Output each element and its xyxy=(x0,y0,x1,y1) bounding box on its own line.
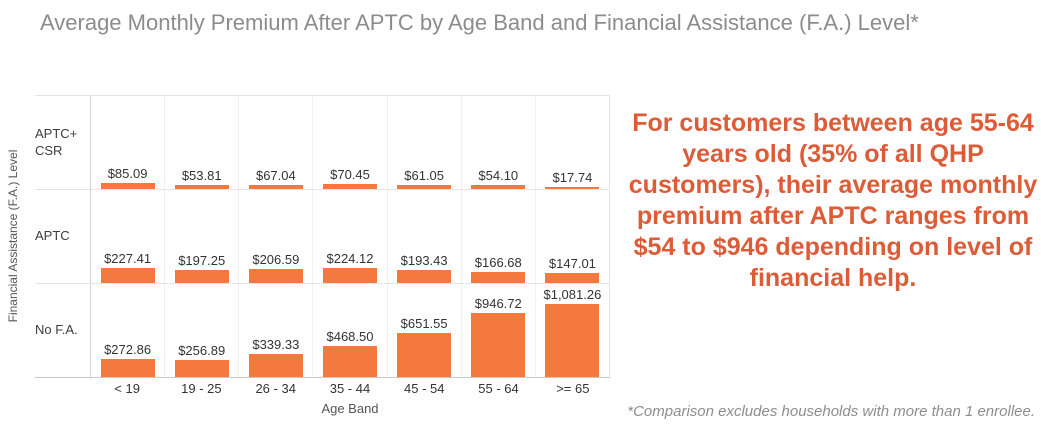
bar xyxy=(174,359,229,377)
bar xyxy=(174,269,229,283)
bar xyxy=(100,267,155,283)
bar-cell: $53.81 xyxy=(164,96,238,189)
x-tick-label: 26 - 34 xyxy=(255,381,296,396)
row-label: APTC xyxy=(35,228,70,244)
bar xyxy=(545,187,600,189)
bar-value-label: $946.72 xyxy=(474,296,522,312)
bar xyxy=(545,273,600,283)
x-tick-label: < 19 xyxy=(114,381,140,396)
bar-value-label: $54.10 xyxy=(478,168,519,184)
x-tick-label: 55 - 64 xyxy=(478,381,519,396)
bar-cell: $651.55 xyxy=(386,284,461,377)
row-plot: $85.09 $53.81 $67.04 $70.45 $61.05 $54.10 $17.… xyxy=(90,96,610,189)
y-axis-label: Financial Assistance (F.A.) Level xyxy=(6,149,20,323)
row-plot: $227.41 $197.25 $206.59 $224.12 $193.43 $166.… xyxy=(90,190,610,283)
x-tick-label: 19 - 25 xyxy=(181,381,222,396)
x-tick-label: >= 65 xyxy=(556,381,590,396)
bar-value-label: $651.55 xyxy=(400,316,448,332)
bar xyxy=(248,184,303,189)
bar xyxy=(397,270,452,283)
bar xyxy=(545,304,600,377)
bar-value-label: $61.05 xyxy=(404,167,445,183)
x-tick-label: 45 - 54 xyxy=(404,381,445,396)
bar xyxy=(397,184,452,189)
row-label: APTC+ CSR xyxy=(35,126,78,158)
row-plot: $272.86 $256.89 $339.33 $468.50 $651.55 $946.… xyxy=(90,284,610,377)
bar-cell: $946.72 xyxy=(460,284,535,377)
bar-value-label: $272.86 xyxy=(104,341,152,357)
bar-cell: $206.59 xyxy=(238,190,312,283)
facet-row-0: APTC+ CSR $85.09 $53.81 $67.04 $70.45 $61.05 $… xyxy=(35,96,610,190)
chart-title: Average Monthly Premium After APTC by Ag… xyxy=(40,10,919,35)
bar-cell: $224.12 xyxy=(312,190,386,283)
bar xyxy=(471,271,526,283)
bar xyxy=(322,267,377,283)
bar-cell: $147.01 xyxy=(534,190,609,283)
bar-value-label: $206.59 xyxy=(252,252,300,268)
bar-value-label: $193.43 xyxy=(400,253,448,269)
bar xyxy=(322,345,377,377)
bar-value-label: $227.41 xyxy=(104,250,152,266)
facet-row-1: APTC $227.41 $197.25 $206.59 $224.12 $193.43 $… xyxy=(35,190,610,284)
x-axis-title: Age Band xyxy=(321,401,379,416)
bar-cell: $61.05 xyxy=(386,96,461,189)
bar-value-label: $1,081.26 xyxy=(543,287,602,303)
bar xyxy=(100,183,155,189)
bar-value-label: $147.01 xyxy=(548,256,596,272)
bar-cell: $193.43 xyxy=(386,190,461,283)
bar xyxy=(248,269,303,283)
footnote: *Comparison excludes households with mor… xyxy=(627,403,1035,420)
callout-text: For customers between age 55-64 years ol… xyxy=(628,109,1038,292)
bar xyxy=(100,358,155,377)
bar-value-label: $166.68 xyxy=(474,254,522,270)
bar-cell: $17.74 xyxy=(534,96,609,189)
facet-row-2: No F.A. $272.86 $256.89 $339.33 $468.50 $651.… xyxy=(35,284,610,378)
bar-value-label: $17.74 xyxy=(552,170,593,185)
row-label: No F.A. xyxy=(35,322,78,338)
bar-value-label: $256.89 xyxy=(178,342,226,358)
bar xyxy=(397,333,452,377)
bar xyxy=(471,185,526,189)
bar-value-label: $339.33 xyxy=(252,337,300,353)
bar-cell: $1,081.26 xyxy=(534,284,609,377)
x-axis: < 19 19 - 25 26 - 34 35 - 44 45 - 54 55 - 64 >… xyxy=(90,378,610,396)
bar-cell: $272.86 xyxy=(91,284,164,377)
bar-cell: $67.04 xyxy=(238,96,312,189)
bar xyxy=(322,184,377,189)
bar-cell: $54.10 xyxy=(460,96,535,189)
bar-cell: $197.25 xyxy=(164,190,238,283)
premium-by-age-chart: Financial Assistance (F.A.) Level APTC+ … xyxy=(6,95,610,416)
bar-value-label: $85.09 xyxy=(107,166,148,182)
bar-value-label: $224.12 xyxy=(326,250,374,266)
bar-cell: $85.09 xyxy=(91,96,164,189)
bar-cell: $166.68 xyxy=(460,190,535,283)
bar-value-label: $468.50 xyxy=(326,328,374,344)
bar-cell: $339.33 xyxy=(238,284,312,377)
bar-value-label: $197.25 xyxy=(178,252,226,268)
x-tick-label: 35 - 44 xyxy=(329,381,371,396)
bar-value-label: $53.81 xyxy=(181,168,222,184)
bar-value-label: $70.45 xyxy=(330,167,370,183)
bar-cell: $227.41 xyxy=(91,190,164,283)
bar xyxy=(248,354,303,377)
facet-grid: APTC+ CSR $85.09 $53.81 $67.04 $70.45 $61.05 $… xyxy=(35,95,610,378)
bar xyxy=(174,185,229,189)
bar xyxy=(471,313,526,377)
bar-cell: $70.45 xyxy=(312,96,386,189)
bar-cell: $468.50 xyxy=(312,284,386,377)
bar-cell: $256.89 xyxy=(164,284,238,377)
bar-value-label: $67.04 xyxy=(255,167,296,183)
